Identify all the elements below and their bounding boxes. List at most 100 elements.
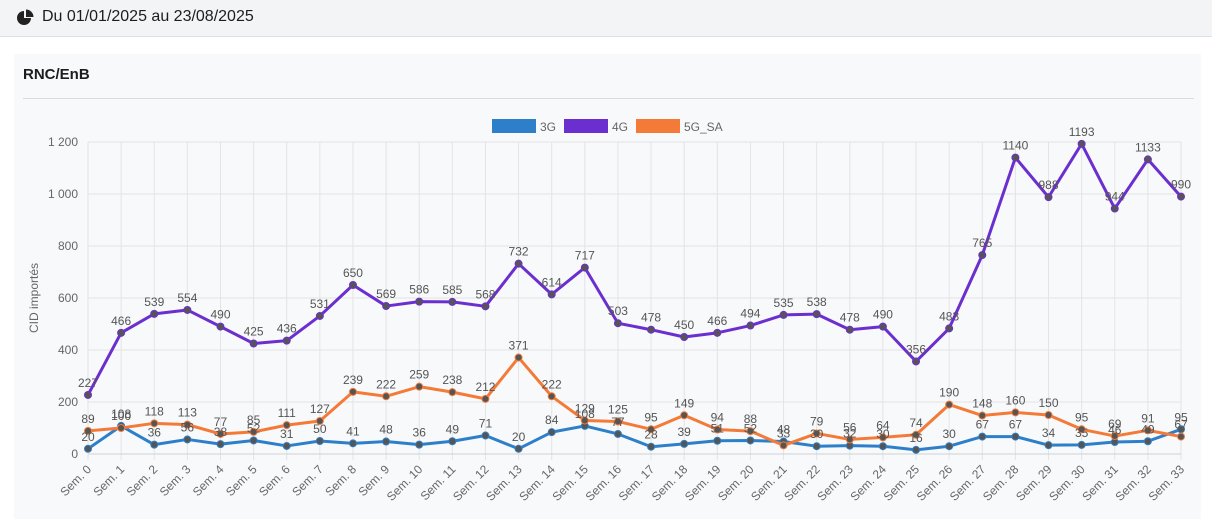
y-tick-label: 1 000 [48,187,78,201]
data-point [779,441,788,450]
data-point [547,392,556,401]
data-point [812,429,821,438]
data-label: 89 [81,412,95,426]
data-point [448,388,457,397]
data-point [348,439,357,448]
data-point [348,387,357,396]
data-point [514,444,523,453]
data-label: 34 [1042,426,1056,440]
data-label: 227 [78,376,98,390]
data-label: 52 [247,421,261,435]
series-5G_SA [84,353,1185,450]
data-label: 20 [512,430,526,444]
data-point [1077,139,1086,148]
data-label: 1133 [1135,140,1161,154]
data-label: 478 [641,311,661,325]
card-title: RNC/EnB [23,66,90,83]
data-point [415,297,424,306]
data-point [713,425,722,434]
data-point [912,445,921,454]
x-tick-label: Sem. 5 [223,462,260,499]
data-label: 48 [777,423,791,437]
x-tick-label: Sem. 7 [289,462,326,499]
data-point [282,441,291,450]
data-label: 36 [148,426,162,440]
data-point [779,310,788,319]
data-label: 39 [678,425,692,439]
data-point [912,430,921,439]
data-label: 95 [644,410,658,424]
data-label: 222 [376,377,396,391]
data-label: 33 [777,426,791,440]
legend-item-4G: 4G [564,119,628,134]
data-label: 108 [111,407,131,421]
data-point [978,432,987,441]
data-point [680,439,689,448]
data-label: 67 [1174,418,1188,432]
data-label: 108 [575,407,595,421]
data-point [1044,193,1053,202]
data-point [150,440,159,449]
data-label: 503 [608,304,628,318]
y-tick-label: 400 [58,343,78,357]
series-3G [84,421,1185,454]
data-label: 483 [939,309,959,323]
y-tick-label: 1 200 [48,135,78,149]
data-labels-4G: 227 466 539 554 490 425 436 531 650 569 586 585 568 7… [78,125,1191,390]
legend-label: 5G_SA [684,120,723,134]
data-label: 113 [178,406,197,420]
data-point [315,311,324,320]
data-point [481,431,490,440]
data-label: 77 [611,415,625,429]
x-tick-label: Sem. 4 [190,462,227,499]
data-point [415,440,424,449]
data-point [117,328,126,337]
data-label: 554 [177,291,197,305]
data-point [978,411,987,420]
data-label: 30 [876,427,890,441]
data-label: 28 [644,428,658,442]
data-label: 77 [214,415,228,429]
data-point [282,336,291,345]
data-point [183,435,192,444]
data-label: 36 [413,426,427,440]
data-label: 67 [1009,418,1023,432]
y-axis-label: CID importés [27,263,41,333]
data-label: 150 [1038,396,1058,410]
data-label: 52 [744,421,758,435]
data-point [150,419,159,428]
data-point [514,259,523,268]
data-point [1077,440,1086,449]
data-point [845,435,854,444]
data-label: 49 [446,422,460,436]
legend-swatch [492,119,536,133]
data-point [812,442,821,451]
data-label: 425 [244,325,264,339]
data-label: 95 [1174,410,1188,424]
legend-swatch [564,119,608,133]
data-label: 466 [707,314,727,328]
data-point [613,319,622,328]
data-label: 125 [608,403,628,417]
data-point [249,436,258,445]
data-label: 239 [343,373,363,387]
data-label: 64 [876,418,890,432]
series-4G [84,139,1185,399]
data-point [1011,153,1020,162]
data-point [1143,426,1152,435]
x-tick-label: Sem. 6 [256,462,293,499]
pie-chart-icon [17,9,34,25]
data-label: 20 [81,430,95,444]
data-label: 50 [313,422,327,436]
legend-label: 4G [612,120,628,134]
data-point [912,357,921,366]
y-tick-label: 200 [58,395,78,409]
data-point [613,429,622,438]
data-label: 56 [181,420,195,434]
data-label: 35 [1075,426,1089,440]
data-label: 69 [1108,417,1122,431]
legend-item-3G: 3G [492,119,556,134]
data-point [84,426,92,435]
data-point [547,428,556,437]
data-labels-3G: 20 108 36 56 38 52 31 50 41 48 36 49 71 20 84 108 77 28 39… [81,407,1188,445]
